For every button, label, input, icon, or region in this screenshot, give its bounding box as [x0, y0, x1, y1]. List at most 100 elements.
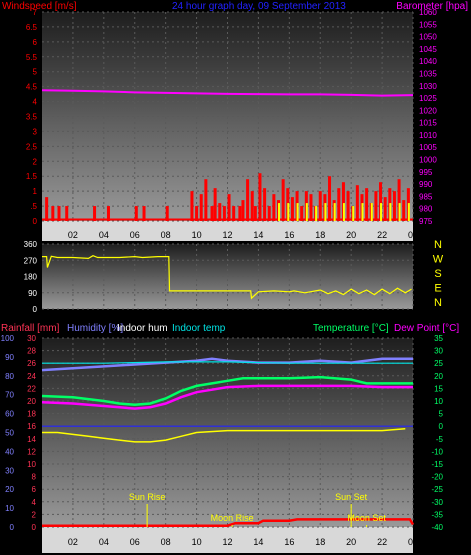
wind-gust-bar [290, 197, 294, 221]
marker-label: Sun Rise [129, 492, 166, 502]
wind-avg-bar [407, 203, 410, 221]
temp-ytick: 20 [434, 372, 443, 381]
wind-gust-bar [263, 188, 267, 221]
wind-ytick: 2.5 [26, 142, 38, 151]
rain-ytick: 24 [27, 372, 36, 381]
series-rainfall [42, 518, 415, 527]
wind-axis-title: Windspeed [m/s] [2, 1, 77, 12]
temp-ytick: 5 [439, 410, 444, 419]
wind-gust-bar [199, 194, 203, 221]
direction-ytick: 360 [24, 240, 38, 249]
panel3-label: Dew Point [°C] [394, 323, 459, 334]
wind-gust-bar [337, 188, 341, 221]
baro-ytick: 1045 [419, 45, 437, 54]
temp-ytick: 10 [434, 397, 443, 406]
wind-ytick: 3 [33, 127, 38, 136]
baro-ytick: 995 [419, 168, 433, 177]
wind-direction-line [42, 255, 412, 300]
temp-ytick: 30 [434, 347, 443, 356]
wind-gust-bar [210, 206, 214, 221]
wind-gust-bar [246, 179, 250, 221]
series-indoor-temp [42, 361, 413, 364]
temp-ytick: -30 [431, 498, 443, 507]
wind-gust-bar [365, 188, 369, 221]
humidity-ytick: 30 [5, 466, 14, 475]
humidity-ytick: 70 [5, 391, 14, 400]
rain-ytick: 16 [27, 422, 36, 431]
wind-avg-bar [370, 203, 373, 221]
wind-ytick: 4.5 [26, 83, 38, 92]
wind-gust-bar [397, 179, 401, 221]
rain-ytick: 28 [27, 347, 36, 356]
baro-ytick: 985 [419, 192, 433, 201]
humidity-ytick: 90 [5, 353, 14, 362]
baro-axis-title: Barometer [hpa] [396, 1, 468, 12]
wind-gust-bar [267, 206, 271, 221]
marker-label: Moon Set [347, 513, 386, 523]
wind-gust-bar [222, 206, 226, 221]
direction-ytick: 90 [28, 289, 37, 298]
temp-ytick: -5 [436, 435, 444, 444]
temp-ytick: -10 [431, 447, 443, 456]
series-dew-point [41, 384, 413, 410]
wind-gust-bar [402, 200, 406, 221]
panel3-label: Rainfall [mm] [1, 323, 60, 334]
wind-xtick: 02 [68, 230, 78, 240]
wind-ytick: 3.5 [26, 113, 38, 122]
temp-ytick: 15 [434, 384, 443, 393]
baro-ytick: 1030 [419, 82, 437, 91]
direction-compass-label: N [434, 297, 442, 309]
rain-ytick: 12 [27, 447, 36, 456]
xaxis-band-3 [42, 527, 413, 553]
wind-gust-bar [341, 182, 345, 221]
direction-compass-label: S [434, 268, 441, 280]
humidity-ytick: 20 [5, 485, 14, 494]
wind-gust-bar [134, 206, 138, 221]
wind-xtick: 04 [99, 230, 109, 240]
rain-ytick: 2 [32, 510, 37, 519]
temp-ytick: -25 [431, 485, 443, 494]
wind-avg-bar [352, 206, 355, 221]
temp-xtick: 20 [346, 537, 356, 547]
wind-ytick: 2 [33, 157, 38, 166]
wind-gust-bar [213, 188, 217, 221]
series-temperature [41, 375, 413, 407]
wind-xtick: 14 [253, 230, 263, 240]
wind-xtick: 22 [377, 230, 387, 240]
temp-xtick: 00 [408, 537, 418, 547]
wind-avg-bar [398, 203, 401, 221]
wind-gust-bar [57, 206, 61, 221]
baro-ytick: 975 [419, 217, 433, 226]
wind-ytick: 6.5 [26, 23, 38, 32]
temp-ytick: -20 [431, 473, 443, 482]
wind-gust-bar [165, 206, 169, 221]
rain-ytick: 26 [27, 359, 36, 368]
wind-avg-bar [361, 203, 364, 221]
temp-ytick: 0 [439, 422, 444, 431]
baro-ytick: 1060 [419, 8, 437, 17]
wind-gust-bar [379, 182, 383, 221]
direction-ytick: 0 [33, 305, 38, 314]
wind-gust-bar [272, 194, 276, 221]
panel3-label: Indoor temp [172, 323, 226, 334]
wind-avg-bar [333, 203, 336, 221]
wind-avg-bar [305, 203, 308, 221]
wind-gust-bar [238, 206, 242, 221]
baro-ytick: 1025 [419, 94, 437, 103]
temp-xtick: 08 [161, 537, 171, 547]
wind-avg-bar [324, 203, 327, 221]
direction-compass-label: E [434, 283, 441, 295]
panel3-label: Temperature [°C] [313, 323, 389, 334]
wind-ytick: 7 [33, 8, 38, 17]
baro-ytick: 1035 [419, 69, 437, 78]
wind-gust-bar [328, 176, 332, 221]
wind-gust-bar [281, 179, 285, 221]
wind-ytick: 4 [33, 98, 38, 107]
temp-xtick: 02 [68, 537, 78, 547]
temp-xtick: 10 [192, 537, 202, 547]
humidity-ytick: 80 [5, 372, 14, 381]
wind-gust-bar [309, 194, 313, 221]
baro-ytick: 1020 [419, 106, 437, 115]
wind-ytick: 0 [33, 217, 38, 226]
